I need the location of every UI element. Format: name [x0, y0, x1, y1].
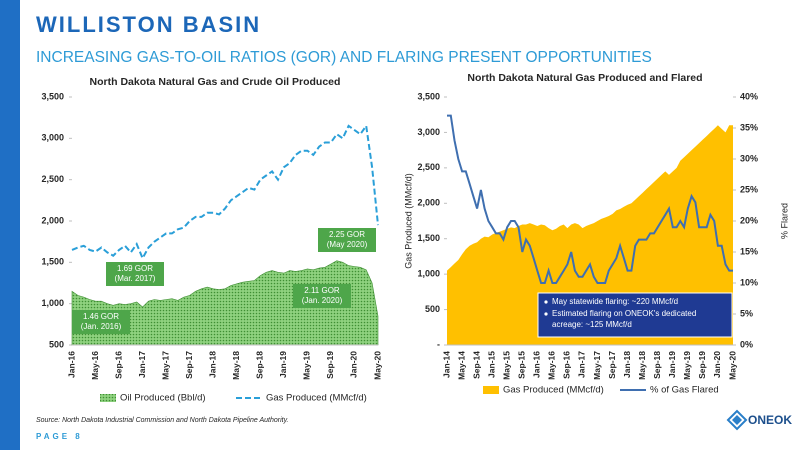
x-tick-label: Jan-19 — [667, 351, 677, 378]
x-tick-label: May-19 — [302, 351, 312, 380]
annotation-text: Estimated flaring on ONEOK's dedicated ac… — [552, 309, 696, 329]
x-tick-label: Jan-16 — [66, 351, 76, 378]
legend-label: Gas Produced (MMcf/d) — [503, 385, 604, 396]
x-tick-label: Sep-18 — [652, 351, 662, 379]
x-tick-label: Jan-18 — [622, 351, 632, 378]
legend-label: Gas Produced (MMcf/d) — [266, 393, 367, 404]
annotation-box — [537, 292, 733, 338]
x-tick-label: May-19 — [682, 351, 692, 380]
y-tick-label: 500 — [49, 339, 64, 349]
x-tick-label: Sep-16 — [562, 351, 572, 379]
x-tick-label: Sep-15 — [517, 351, 527, 379]
legend-label: Oil Produced (Bbl/d) — [120, 393, 206, 404]
y2-tick-label: 5% — [740, 308, 753, 318]
annotation-line: Estimated flaring on ONEOK's dedicated — [552, 309, 696, 318]
y2-tick-label: 20% — [740, 215, 758, 225]
legend-label: % of Gas Flared — [650, 385, 719, 396]
annotation-text: (Jan. 2016) — [81, 322, 122, 331]
x-tick-label: May-15 — [501, 351, 511, 380]
x-tick-label: Sep-17 — [184, 351, 194, 379]
y-tick-label: 1,000 — [41, 298, 64, 308]
chart-title: North Dakota Natural Gas and Crude Oil P… — [90, 76, 341, 88]
y-tick-label: 1,000 — [417, 269, 440, 279]
x-tick-label: May-18 — [637, 351, 647, 380]
slide-title: WILLISTON BASIN — [36, 12, 261, 37]
y-tick-label: 2,500 — [417, 162, 440, 172]
x-tick-label: May-20 — [372, 351, 382, 380]
y-tick-label: 3,000 — [417, 127, 440, 137]
x-tick-label: Jan-16 — [532, 351, 542, 378]
x-tick-label: May-18 — [231, 351, 241, 380]
y-tick-label: 2,000 — [41, 215, 64, 225]
x-tick-label: Jan-17 — [577, 351, 587, 378]
y-tick-label: 1,500 — [41, 257, 64, 267]
y-tick-label: 1,500 — [417, 233, 440, 243]
annotation-text: (Jan. 2020) — [302, 296, 343, 305]
y2-axis-title: % Flared — [779, 203, 789, 239]
x-tick-label: Jan-20 — [712, 351, 722, 378]
y-tick-label: 2,500 — [41, 174, 64, 184]
y2-tick-label: 25% — [740, 184, 758, 194]
side-bar — [0, 0, 20, 450]
x-tick-label: May-20 — [727, 351, 737, 380]
x-tick-label: May-17 — [160, 351, 170, 380]
legend-swatch — [100, 394, 116, 402]
y2-tick-label: 30% — [740, 153, 758, 163]
x-tick-label: Sep-19 — [697, 351, 707, 379]
x-tick-label: May-16 — [547, 351, 557, 380]
annotation-text: (Mar. 2017) — [115, 274, 156, 283]
logo-text: ONEOK — [748, 413, 792, 427]
y-tick-label: 2,000 — [417, 198, 440, 208]
x-tick-label: Jan-14 — [441, 351, 451, 378]
x-tick-label: May-14 — [456, 351, 466, 380]
y2-tick-label: 15% — [740, 246, 758, 256]
x-tick-label: May-16 — [90, 351, 100, 380]
y2-tick-label: 35% — [740, 122, 758, 132]
x-tick-label: Jan-19 — [278, 351, 288, 378]
y-axis-title: Gas Produced (MMcf/d) — [403, 173, 413, 269]
annotation-text: (May 2020) — [327, 240, 368, 249]
line — [71, 123, 379, 261]
y2-tick-label: 40% — [740, 91, 758, 101]
chart-title: North Dakota Natural Gas Produced and Fl… — [467, 72, 702, 84]
x-tick-label: Jan-18 — [207, 351, 217, 378]
y-tick-label: 3,500 — [41, 91, 64, 101]
slide-subtitle: INCREASING GAS-TO-OIL RATIOS (GOR) AND F… — [36, 49, 652, 66]
annotation-text: 2.25 GOR — [329, 230, 365, 239]
bullet — [544, 300, 548, 304]
x-tick-label: Sep-17 — [607, 351, 617, 379]
x-tick-label: Sep-16 — [113, 351, 123, 379]
annotation-text: 2.11 GOR — [304, 286, 340, 295]
x-tick-label: Jan-15 — [486, 351, 496, 378]
area — [447, 125, 733, 345]
annotation-line: acreage: ~125 MMcf/d — [552, 320, 632, 329]
annotation-text: May statewide flaring: ~220 MMcf/d — [552, 297, 678, 306]
annotation-box — [293, 284, 351, 308]
y-tick-label: 500 — [425, 304, 440, 314]
x-tick-label: Sep-14 — [471, 351, 481, 379]
y2-tick-label: 0% — [740, 339, 753, 349]
y-tick-label: - — [437, 339, 440, 349]
annotation-box — [318, 228, 376, 252]
x-tick-label: Jan-17 — [137, 351, 147, 378]
annotation-box — [106, 262, 164, 286]
x-tick-label: Sep-18 — [255, 351, 265, 379]
page-number: PAGE 8 — [36, 432, 83, 441]
annotation-box — [72, 310, 130, 334]
y2-tick-label: 10% — [740, 277, 758, 287]
logo: ONEOK — [726, 409, 792, 431]
x-tick-label: Jan-20 — [349, 351, 359, 378]
annotation-text: 1.69 GOR — [117, 264, 153, 273]
y-tick-label: 3,000 — [41, 133, 64, 143]
y-tick-label: 3,500 — [417, 91, 440, 101]
bullet — [544, 312, 548, 316]
annotation-text: 1.46 GOR — [83, 312, 119, 321]
line — [447, 114, 733, 284]
x-tick-label: May-17 — [592, 351, 602, 380]
legend-swatch — [483, 386, 499, 394]
x-tick-label: Sep-19 — [325, 351, 335, 379]
area — [71, 260, 379, 346]
source: Source: North Dakota Industrial Commissi… — [36, 417, 289, 424]
